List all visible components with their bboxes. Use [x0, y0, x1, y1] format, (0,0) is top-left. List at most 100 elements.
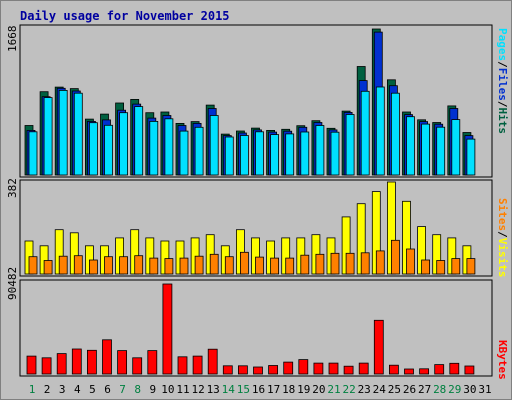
kbytes-ymax-label: 90482 — [6, 267, 19, 300]
pages-bar — [134, 106, 144, 176]
x-tick-label: 22 — [342, 383, 355, 396]
pages-bar — [345, 114, 355, 176]
pages-bar — [104, 124, 113, 176]
x-tick-label: 31 — [478, 383, 491, 396]
pages-bar — [270, 134, 280, 176]
sites-bar — [73, 255, 83, 275]
kbytes-bar — [87, 349, 97, 375]
pages-bar — [119, 112, 128, 176]
x-tick-label: 26 — [403, 383, 416, 396]
x-tick-label: 20 — [312, 383, 325, 396]
kbytes-bar — [207, 348, 218, 375]
kbytes-bar — [449, 362, 460, 375]
kbytes-bar — [71, 348, 82, 375]
x-tick-label: 12 — [191, 383, 204, 396]
kbytes-bar — [283, 361, 294, 375]
visits-ymax-label: 382 — [6, 178, 19, 198]
x-tick-label: 11 — [176, 383, 189, 396]
kbytes-bar — [102, 339, 112, 375]
kbytes-bar — [253, 366, 263, 375]
kbytes-bar — [162, 283, 173, 375]
kbytes-bar — [388, 364, 399, 375]
kbytes-panel — [19, 279, 493, 377]
sites-bar — [104, 256, 113, 275]
legend-visits: Visits — [496, 238, 509, 278]
sites-bar — [466, 258, 476, 275]
kbytes-bar — [464, 365, 475, 375]
legend-files: Files — [496, 68, 509, 101]
x-tick-label: 21 — [327, 383, 340, 396]
sites-bar — [224, 256, 234, 275]
x-tick-label: 18 — [282, 383, 295, 396]
legend-pages: Pages — [496, 28, 509, 61]
pages-bar — [330, 131, 340, 176]
x-tick-label: 16 — [252, 383, 265, 396]
legend-sep: / — [496, 101, 509, 108]
sites-bar — [89, 259, 98, 275]
pages-bar — [285, 133, 295, 176]
x-tick-label: 4 — [74, 383, 81, 396]
x-tick-label: 15 — [237, 383, 250, 396]
sites-bar — [255, 256, 264, 275]
pages-bar — [28, 131, 38, 176]
kbytes-bar — [313, 362, 324, 375]
kbytes-bar — [373, 319, 384, 375]
x-tick-label: 1 — [29, 383, 36, 396]
hits-ymax-label: 1668 — [6, 26, 19, 53]
pages-bar — [466, 138, 476, 176]
pages-bar — [209, 115, 219, 176]
pages-bar — [194, 126, 204, 176]
pages-bar — [255, 131, 264, 176]
pages-bar — [360, 90, 370, 176]
pages-bar — [43, 97, 53, 176]
pages-bar — [58, 90, 68, 176]
x-tick-label: 3 — [59, 383, 66, 396]
x-tick-label: 8 — [134, 383, 141, 396]
pages-bar — [300, 131, 310, 176]
sites-bar — [406, 248, 415, 275]
sites-bar — [345, 252, 355, 275]
sites-bar — [270, 257, 280, 275]
x-tick-label: 28 — [433, 383, 446, 396]
legend-sep: / — [496, 61, 509, 68]
kbytes-bar — [268, 365, 279, 375]
x-tick-label: 19 — [297, 383, 310, 396]
pages-bar — [224, 136, 234, 176]
legend-hits: Hits — [496, 108, 509, 135]
sites-bar — [285, 257, 295, 275]
kbytes-bar — [328, 362, 339, 375]
x-tick-label: 6 — [104, 383, 111, 396]
sites-bar — [239, 251, 249, 275]
kbytes-bar — [177, 356, 188, 375]
kbytes-bar — [192, 355, 203, 375]
pages-bar — [164, 118, 174, 176]
x-tick-label: 25 — [388, 383, 401, 396]
pages-bar — [436, 126, 446, 176]
kbytes-bar — [41, 357, 52, 375]
bars-layer — [24, 28, 476, 375]
kbytes-bar — [343, 365, 354, 375]
x-axis-labels: 1 2 3 4 5 6 7 8 9 10 11 12 13 14 15 16 17 18 19 20 21 22 23 24 2… — [29, 383, 492, 396]
kbytes-bar — [132, 357, 143, 375]
x-tick-label: 10 — [161, 383, 174, 396]
legend-sites: Sites — [496, 198, 509, 231]
sites-bar — [149, 257, 159, 275]
sites-bar — [451, 258, 461, 275]
kbytes-bar — [56, 353, 67, 375]
kbytes-bar — [404, 368, 414, 375]
pages-bar — [390, 92, 400, 176]
sites-bar — [390, 239, 400, 275]
pages-bar — [73, 92, 83, 176]
sites-bar — [315, 253, 325, 275]
sites-bar — [421, 259, 431, 275]
x-tick-label: 27 — [418, 383, 431, 396]
kbytes-bar — [237, 365, 248, 375]
pages-bar — [375, 86, 385, 176]
kbytes-bar — [298, 359, 309, 375]
pages-bar — [239, 135, 249, 176]
sites-bar — [134, 255, 144, 275]
sites-bar — [28, 256, 38, 275]
pages-bar — [149, 121, 159, 176]
sites-bar — [119, 256, 128, 275]
